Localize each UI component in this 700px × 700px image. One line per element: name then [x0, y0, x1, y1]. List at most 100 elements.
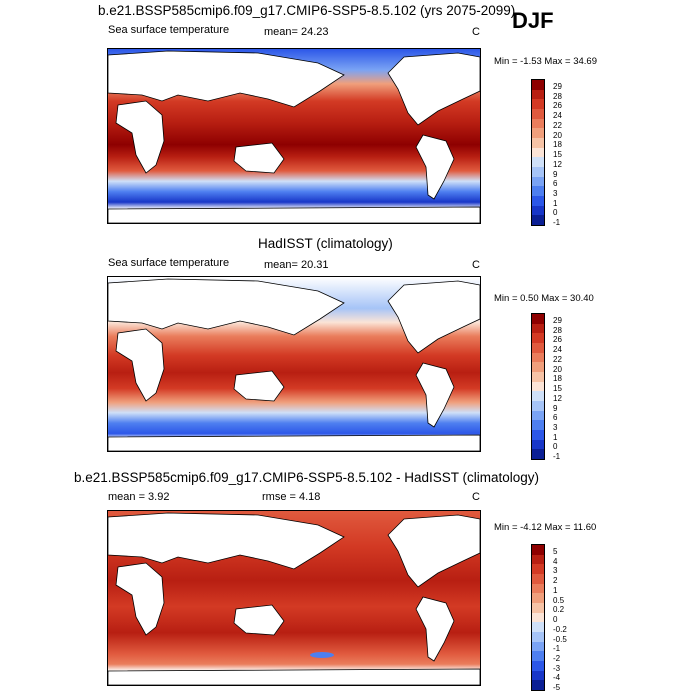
cbar-tick: -5 [553, 683, 561, 692]
south-america [415, 596, 455, 662]
colorbar-swatch [532, 680, 544, 690]
colorbar-swatch [532, 137, 544, 148]
panel3-map [107, 510, 481, 686]
panel1-units: C [472, 26, 480, 38]
cbar-tick: 20 [553, 131, 562, 140]
colorbar-swatch [532, 323, 544, 334]
panel2-units: C [472, 259, 480, 271]
panel3-colorbar [531, 544, 545, 691]
cbar-tick: 5 [553, 547, 558, 556]
panel2-colorbar [531, 313, 545, 460]
cbar-tick: -1 [553, 644, 561, 653]
colorbar-swatch [532, 352, 544, 363]
colorbar-swatch [532, 564, 544, 574]
colorbar-swatch [532, 583, 544, 594]
panel1-mean: mean= 24.23 [264, 26, 329, 38]
colorbar-swatch [532, 439, 544, 450]
colorbar-swatch [532, 80, 544, 90]
cbar-tick: 1 [553, 433, 558, 442]
cbar-tick: 18 [553, 140, 562, 149]
antarctica [108, 434, 480, 451]
colorbar-swatch [532, 118, 544, 129]
colorbar-swatch [532, 554, 544, 565]
panel2-minmax: Min = 0.50 Max = 30.40 [494, 293, 594, 304]
cbar-tick: 1 [553, 586, 558, 595]
cbar-tick: 18 [553, 374, 562, 383]
north-america [387, 514, 480, 588]
cbar-tick: 3 [553, 423, 558, 432]
africa [115, 562, 165, 636]
cbar-tick: -1 [553, 452, 561, 461]
cbar-tick: 0.5 [553, 596, 565, 605]
colorbar-swatch [532, 186, 544, 196]
colorbar-swatch [532, 362, 544, 372]
colorbar-swatch [532, 660, 544, 671]
panel1-map [107, 48, 481, 224]
colorbar-swatch [532, 573, 544, 584]
colorbar-swatch [532, 89, 544, 100]
antarctica [108, 206, 480, 223]
australia [233, 604, 285, 636]
cbar-tick: 4 [553, 557, 558, 566]
cbar-tick: 1 [553, 199, 558, 208]
cbar-tick: 6 [553, 179, 558, 188]
eurasia [108, 50, 345, 108]
colorbar-swatch [532, 429, 544, 440]
colorbar-swatch [532, 612, 544, 623]
cbar-tick: 9 [553, 404, 558, 413]
africa [115, 328, 165, 402]
season-label: DJF [512, 8, 554, 33]
australia [233, 142, 285, 174]
colorbar-swatch [532, 176, 544, 187]
cbar-tick: 15 [553, 150, 562, 159]
colorbar-swatch [532, 333, 544, 343]
colorbar-swatch [532, 622, 544, 632]
australia [233, 370, 285, 402]
cbar-tick: 29 [553, 82, 562, 91]
panel3-rmse: rmse = 4.18 [262, 491, 321, 503]
colorbar-swatch [532, 545, 544, 555]
colorbar-swatch [532, 449, 544, 459]
panel2-subtitle: Sea surface temperature [108, 257, 230, 269]
colorbar-swatch [532, 400, 544, 411]
colorbar-swatch [532, 641, 544, 652]
cbar-tick: 3 [553, 566, 558, 575]
cbar-tick: 26 [553, 335, 562, 344]
africa [115, 100, 165, 174]
cbar-tick: -2 [553, 654, 561, 663]
colorbar-swatch [532, 410, 544, 421]
cbar-tick: -4 [553, 673, 561, 682]
cbar-tick: 12 [553, 394, 562, 403]
cbar-tick: 15 [553, 384, 562, 393]
cbar-tick: 24 [553, 111, 562, 120]
cbar-tick: -1 [553, 218, 561, 227]
cbar-tick: 0 [553, 615, 558, 624]
panel3-units: C [472, 491, 480, 503]
antarctica [108, 668, 480, 685]
eurasia [108, 512, 345, 570]
colorbar-swatch [532, 195, 544, 206]
cbar-tick: 24 [553, 345, 562, 354]
colorbar-swatch [532, 157, 544, 167]
colorbar-swatch [532, 108, 544, 119]
cbar-tick: 0 [553, 208, 558, 217]
panel1-subtitle: Sea surface temperature [108, 24, 230, 36]
south-america [415, 362, 455, 428]
southern-ocean-cold-anomaly [310, 652, 334, 658]
cbar-tick: 3 [553, 189, 558, 198]
panel1-colorbar [531, 79, 545, 226]
cbar-tick: 29 [553, 316, 562, 325]
panel3-mean: mean = 3.92 [108, 491, 170, 503]
cbar-tick: -0.2 [553, 625, 567, 634]
south-america [415, 134, 455, 200]
north-america [387, 52, 480, 126]
cbar-tick: -3 [553, 664, 561, 673]
panel2-map [107, 276, 481, 452]
panel3-title: b.e21.BSSP585cmip6.f09_g17.CMIP6-SSP5-8.… [74, 470, 539, 485]
north-america [387, 280, 480, 354]
colorbar-swatch [532, 670, 544, 681]
cbar-tick: 20 [553, 365, 562, 374]
colorbar-swatch [532, 593, 544, 603]
colorbar-swatch [532, 166, 544, 177]
colorbar-swatch [532, 128, 544, 138]
